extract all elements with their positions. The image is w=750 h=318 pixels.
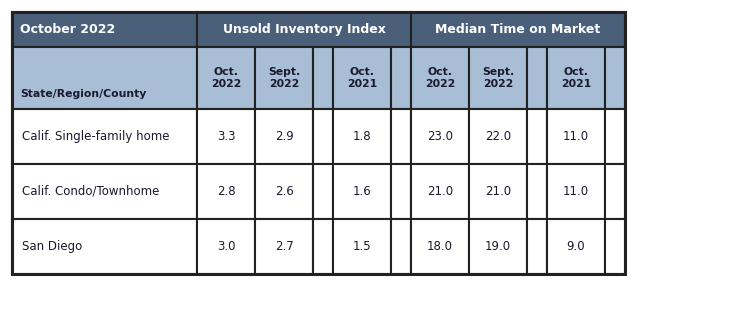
Bar — [469, 164, 527, 219]
Bar — [547, 219, 605, 274]
Text: Oct.
2021: Oct. 2021 — [346, 67, 377, 89]
Bar — [333, 109, 391, 164]
Bar — [469, 219, 527, 274]
Text: State/Region/County: State/Region/County — [20, 89, 146, 99]
Bar — [12, 12, 625, 274]
Bar — [197, 47, 255, 109]
Bar — [255, 47, 313, 109]
Text: 11.0: 11.0 — [563, 185, 589, 198]
Text: Oct.
2021: Oct. 2021 — [561, 67, 591, 89]
Bar — [547, 164, 605, 219]
Text: Sept.
2022: Sept. 2022 — [268, 67, 300, 89]
Text: Oct.
2022: Oct. 2022 — [211, 67, 242, 89]
Bar — [333, 47, 391, 109]
Bar — [391, 219, 411, 274]
Bar — [605, 219, 625, 274]
Bar — [197, 109, 255, 164]
Bar — [469, 47, 527, 109]
Bar — [313, 47, 333, 109]
Bar — [411, 12, 625, 47]
Bar — [197, 219, 255, 274]
Bar — [12, 164, 197, 219]
Text: 22.0: 22.0 — [485, 130, 511, 143]
Bar — [527, 164, 547, 219]
Bar — [411, 164, 469, 219]
Bar — [605, 164, 625, 219]
Bar — [313, 219, 333, 274]
Text: October 2022: October 2022 — [20, 23, 116, 36]
Bar — [469, 109, 527, 164]
Bar — [605, 109, 625, 164]
Text: 1.6: 1.6 — [352, 185, 371, 198]
Bar — [197, 12, 411, 47]
Text: 3.0: 3.0 — [217, 240, 236, 253]
Bar — [391, 109, 411, 164]
Bar — [547, 109, 605, 164]
Bar — [313, 164, 333, 219]
Text: 18.0: 18.0 — [427, 240, 453, 253]
Text: 2.9: 2.9 — [274, 130, 293, 143]
Text: Calif. Condo/Townhome: Calif. Condo/Townhome — [22, 185, 159, 198]
Text: 2.6: 2.6 — [274, 185, 293, 198]
Bar — [527, 47, 547, 109]
Text: Median Time on Market: Median Time on Market — [435, 23, 601, 36]
Text: 1.5: 1.5 — [352, 240, 371, 253]
Text: 23.0: 23.0 — [427, 130, 453, 143]
Bar — [255, 219, 313, 274]
Bar — [391, 164, 411, 219]
Text: Calif. Single-family home: Calif. Single-family home — [22, 130, 170, 143]
Text: 3.3: 3.3 — [217, 130, 236, 143]
Bar — [411, 109, 469, 164]
Bar — [527, 219, 547, 274]
Text: Sept.
2022: Sept. 2022 — [482, 67, 514, 89]
Bar — [547, 47, 605, 109]
Bar — [333, 164, 391, 219]
Text: 1.8: 1.8 — [352, 130, 371, 143]
Bar — [12, 47, 197, 109]
Bar — [411, 47, 469, 109]
Bar — [12, 219, 197, 274]
Bar — [527, 109, 547, 164]
Bar — [255, 109, 313, 164]
Text: 9.0: 9.0 — [567, 240, 585, 253]
Bar — [12, 109, 197, 164]
Text: Unsold Inventory Index: Unsold Inventory Index — [223, 23, 386, 36]
Bar — [333, 219, 391, 274]
Text: Oct.
2022: Oct. 2022 — [424, 67, 455, 89]
Text: 11.0: 11.0 — [563, 130, 589, 143]
Bar — [391, 47, 411, 109]
Text: 2.8: 2.8 — [217, 185, 236, 198]
Text: San Diego: San Diego — [22, 240, 82, 253]
Bar — [255, 164, 313, 219]
Text: 19.0: 19.0 — [485, 240, 511, 253]
Text: 21.0: 21.0 — [485, 185, 511, 198]
Text: 2.7: 2.7 — [274, 240, 293, 253]
Text: 21.0: 21.0 — [427, 185, 453, 198]
Bar — [197, 164, 255, 219]
Bar — [12, 12, 197, 47]
Bar — [313, 109, 333, 164]
Bar — [411, 219, 469, 274]
Bar — [605, 47, 625, 109]
